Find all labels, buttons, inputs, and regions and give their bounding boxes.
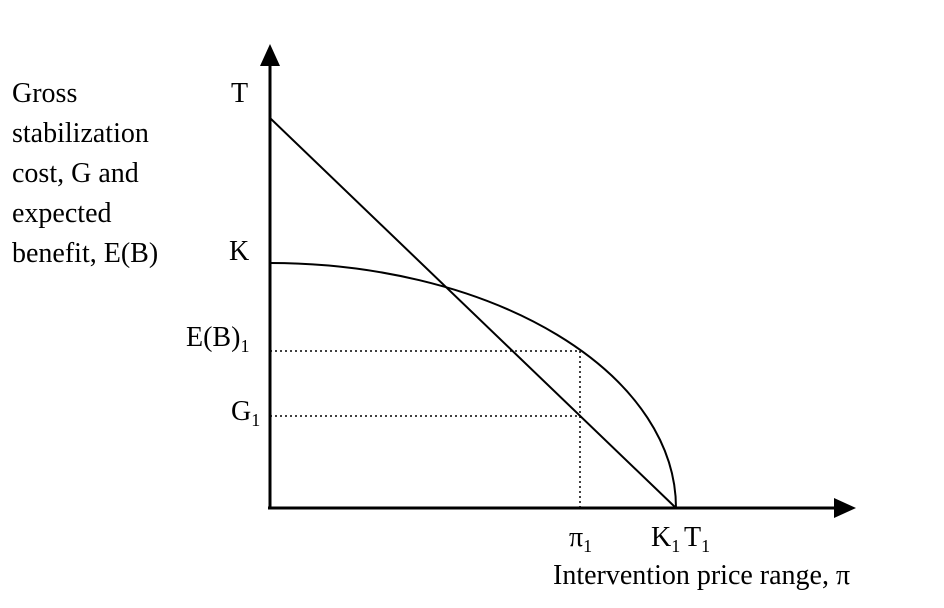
x-axis-label: Intervention price range, π — [553, 560, 850, 591]
guide-lines — [270, 350, 581, 508]
label-part: K — [651, 522, 671, 553]
label-part: 1 — [240, 336, 249, 356]
label-part: expected — [12, 198, 112, 229]
label-part: E(B) — [186, 322, 240, 353]
label-part: 1 — [701, 536, 710, 556]
label-part: G — [231, 396, 251, 427]
label-g1: G1 — [231, 396, 260, 430]
label-k: K — [229, 236, 249, 267]
label-part: 1 — [671, 536, 680, 556]
label-pi1: π1 — [569, 522, 592, 556]
label-part: 1 — [583, 536, 592, 556]
label-part: cost, G and — [12, 158, 139, 189]
cost-line — [269, 117, 677, 509]
label-k1: K1 — [651, 522, 680, 556]
label-part: K — [229, 236, 249, 267]
label-t1: T1 — [684, 522, 710, 556]
label-part: Gross — [12, 78, 77, 109]
y-axis-label: Gross stabilization cost, G and expected… — [12, 78, 158, 269]
label-part: π — [569, 522, 583, 553]
label-part: benefit, E(B) — [12, 238, 158, 269]
label-part: 1 — [251, 410, 260, 430]
y-axis-arrow — [260, 44, 280, 66]
benefit-curve — [269, 262, 677, 509]
label-part: T — [231, 78, 248, 109]
label-eb1: E(B)1 — [186, 322, 249, 356]
x-axis-arrow — [834, 498, 856, 518]
label-part: T — [684, 522, 701, 553]
label-part: stabilization — [12, 118, 149, 149]
label-t: T — [231, 78, 248, 109]
